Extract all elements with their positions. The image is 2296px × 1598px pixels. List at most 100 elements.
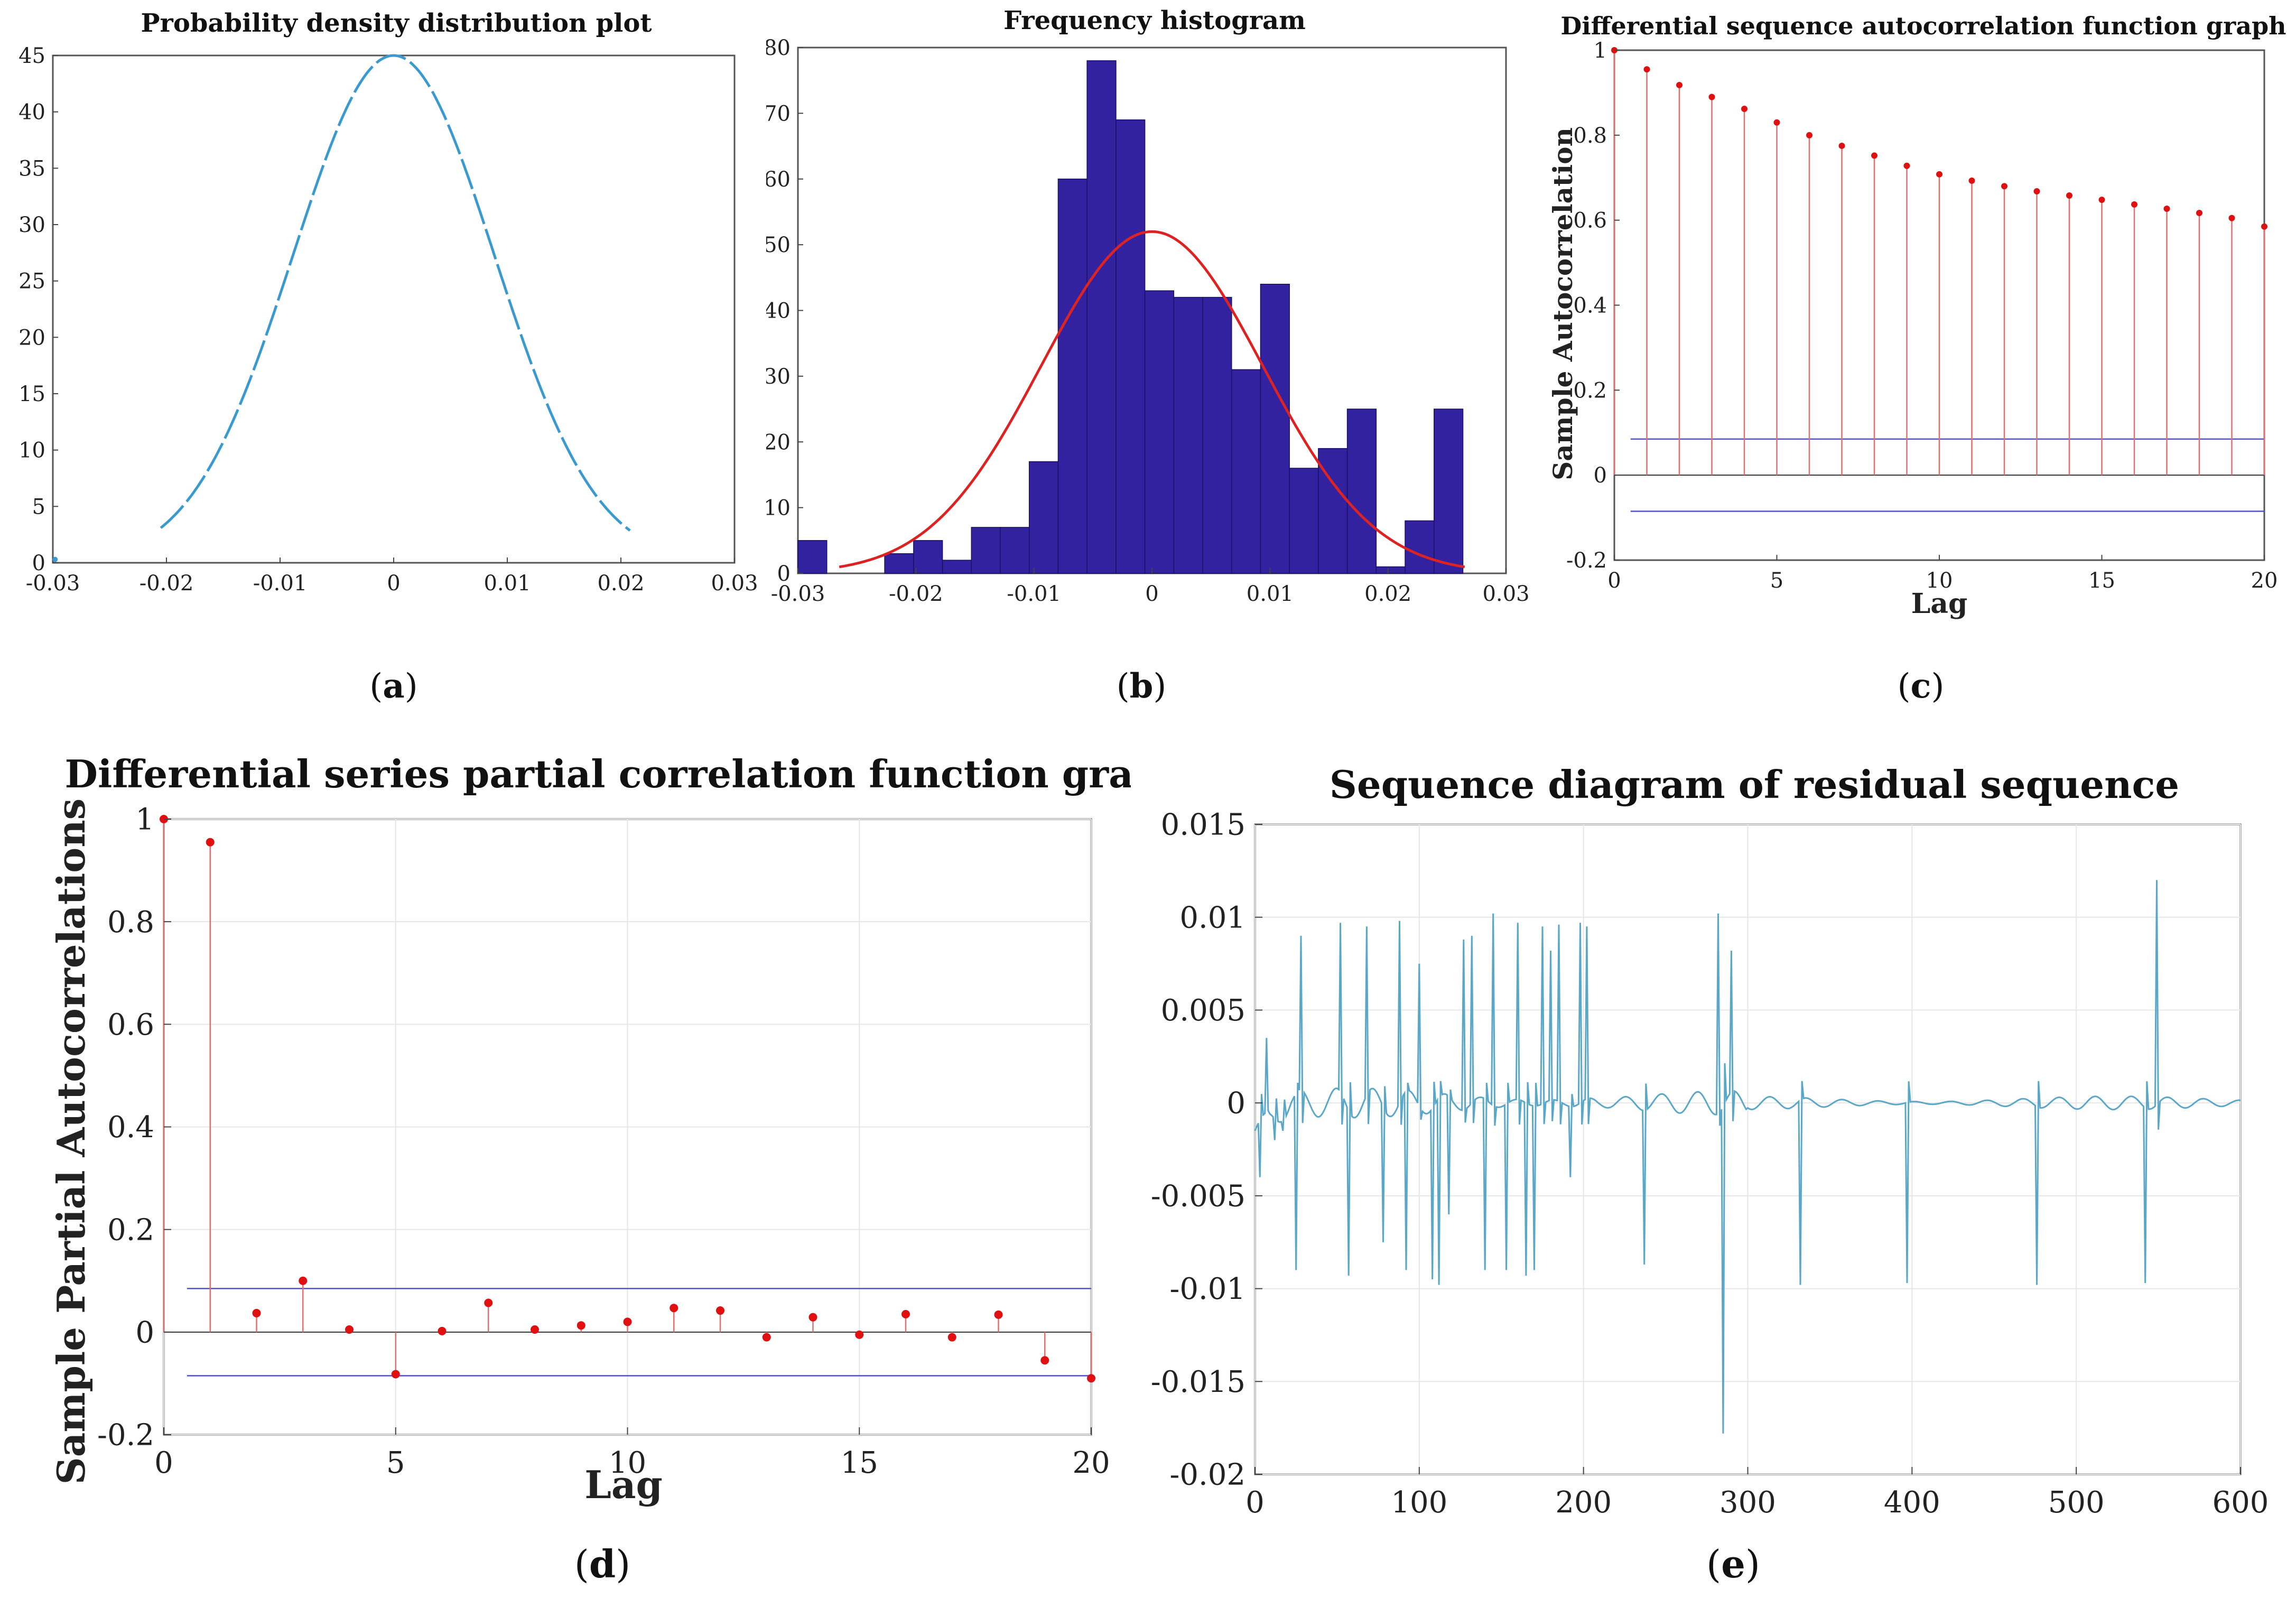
stem-marker: [994, 1310, 1003, 1319]
stem-marker: [1871, 152, 1877, 159]
y-tick-label: 0.4: [1573, 294, 1607, 318]
histogram-bar: [797, 540, 828, 574]
chart-b-fit-curve: [839, 230, 1465, 569]
y-tick-label: -0.015: [1151, 1365, 1245, 1399]
histogram-bar: [884, 553, 914, 574]
y-tick-label: 0: [135, 1315, 154, 1350]
x-tick-label: 0.03: [711, 571, 758, 596]
x-tick-label: 600: [2213, 1485, 2269, 1520]
histogram-bar: [1173, 296, 1203, 574]
x-tick-label: 0: [1245, 1485, 1265, 1520]
stem-marker: [206, 838, 215, 847]
y-tick-label: 20: [18, 326, 45, 350]
x-tick-label: 0.02: [1364, 582, 1411, 606]
y-tick-label: 0: [1594, 463, 1607, 488]
histogram-bar: [1289, 468, 1319, 574]
stem-marker: [1087, 1374, 1095, 1383]
chart-d-ylabel: Sample Partial Autocorrelations: [49, 798, 94, 1484]
histogram-bar: [1144, 290, 1175, 574]
stem-marker: [252, 1308, 261, 1317]
chart-e-line: [1254, 880, 2241, 1434]
x-tick-label: 20: [1072, 1446, 1110, 1480]
stem-marker: [1643, 66, 1650, 73]
x-tick-label: 0.02: [597, 571, 644, 596]
x-tick-label: 0: [1145, 582, 1158, 606]
x-tick-label: 0.01: [484, 571, 531, 596]
density-point: [52, 556, 58, 562]
stem-marker: [670, 1304, 678, 1313]
stem-marker: [2001, 183, 2007, 190]
chart-d-caption: (d): [574, 1541, 631, 1586]
x-tick-label: 100: [1391, 1485, 1447, 1520]
y-tick-label: 35: [18, 156, 45, 181]
y-tick-label: 0: [1226, 1086, 1245, 1121]
x-tick-label: 10: [609, 1446, 646, 1480]
x-tick-label: 5: [1770, 569, 1783, 593]
histogram-bar: [971, 527, 1001, 574]
stem-marker: [1773, 119, 1780, 126]
stem-marker: [345, 1325, 354, 1334]
stem-marker: [1806, 132, 1812, 138]
stem-marker: [299, 1276, 308, 1285]
y-tick-label: 0.8: [107, 905, 154, 940]
x-tick-label: 0: [154, 1446, 173, 1480]
stem-marker: [531, 1325, 539, 1334]
normal-fit-curve: [839, 230, 1465, 569]
stem-marker: [438, 1326, 447, 1335]
stem-marker: [1040, 1356, 1049, 1365]
y-tick-label: 0.005: [1161, 993, 1245, 1028]
y-tick-label: 80: [766, 36, 791, 60]
y-tick-label: 15: [18, 382, 45, 406]
y-tick-label: 1: [1594, 39, 1607, 63]
chart-a: Probability density distribution plot -0…: [18, 8, 758, 706]
stem-marker: [2066, 192, 2072, 199]
histogram-bar: [1086, 60, 1117, 574]
histogram-bar: [1057, 179, 1087, 574]
chart-a-curve: [52, 54, 631, 562]
histogram-bar: [1346, 408, 1377, 574]
chart-e-caption: (e): [1706, 1541, 1760, 1586]
y-tick-label: 10: [18, 439, 45, 463]
chart-b-bars: [797, 60, 1464, 574]
stem-marker: [1741, 105, 1747, 112]
x-tick-label: 20: [2251, 569, 2278, 593]
stem-marker: [1708, 94, 1715, 100]
stem-marker: [2033, 188, 2040, 194]
y-tick-label: 0: [777, 562, 791, 586]
chart-e: Sequence diagram of residual sequence 0 1…: [1151, 762, 2269, 1586]
chart-a-ticks: -0.03 -0.02 -0.01 0 0.01 0.02 0.03 0 5 10 15 20 25 30…: [18, 44, 758, 596]
stem-marker: [1936, 171, 1942, 178]
y-tick-label: 40: [18, 100, 45, 125]
y-tick-label: 1: [135, 803, 154, 837]
x-tick-label: 200: [1555, 1485, 1612, 1520]
stem-marker: [762, 1333, 771, 1342]
histogram-bar: [1231, 369, 1261, 574]
y-tick-label: -0.005: [1151, 1179, 1245, 1213]
y-tick-label: 25: [18, 270, 45, 294]
histogram-bar: [1000, 527, 1030, 574]
y-tick-label: -0.01: [1169, 1272, 1245, 1306]
chart-a-title: Probability density distribution plot: [141, 8, 652, 38]
stem-marker: [1838, 142, 1845, 149]
x-tick-label: -0.02: [889, 582, 943, 606]
y-tick-label: 50: [766, 233, 791, 257]
y-tick-label: 0.015: [1161, 808, 1245, 842]
chart-c-caption: (c): [1898, 666, 1945, 706]
x-tick-label: 400: [1884, 1485, 1940, 1520]
stem-marker: [808, 1313, 817, 1322]
chart-d-title: Differential series partial correlation …: [65, 751, 1131, 796]
chart-e-title: Sequence diagram of residual sequence: [1330, 762, 2179, 807]
y-tick-label: 0.4: [107, 1110, 154, 1145]
x-tick-label: -0.02: [140, 571, 194, 596]
chart-c-xlabel: Lag: [1911, 588, 1968, 620]
y-tick-label: -0.2: [1566, 549, 1607, 573]
histogram-bar: [1375, 566, 1406, 574]
x-tick-label: -0.01: [1007, 582, 1061, 606]
chart-b-ticks: -0.03 -0.02 -0.01 0 0.01 0.02 0.03 0 10 20 30 40 50 6…: [766, 36, 1530, 606]
histogram-bar: [1405, 520, 1435, 574]
chart-b-caption: (b): [1117, 666, 1167, 706]
stem-marker: [484, 1298, 493, 1307]
chart-b-title: Frequency histogram: [1003, 6, 1306, 35]
stem-marker: [2131, 201, 2137, 208]
chart-c: Differential sequence autocorrelation fu…: [1547, 12, 2286, 706]
